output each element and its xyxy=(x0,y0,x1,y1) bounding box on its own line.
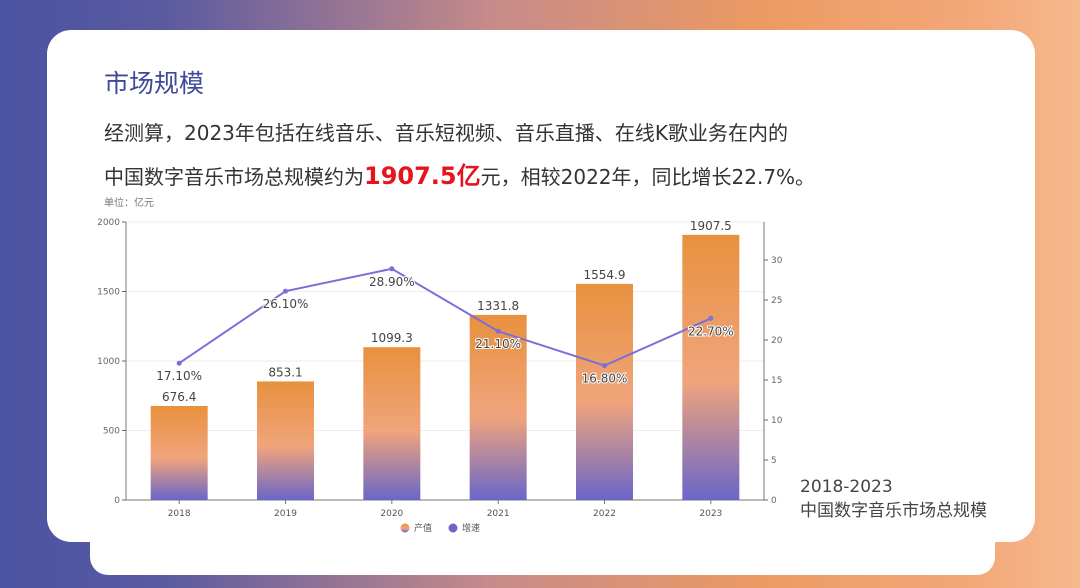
growth-point-2020 xyxy=(389,266,395,272)
growth-point-2018 xyxy=(176,360,182,366)
bar-2020 xyxy=(363,347,421,500)
bar-label: 1554.9 xyxy=(584,268,626,282)
growth-label: 26.10% xyxy=(263,297,309,311)
growth-point-2023 xyxy=(708,315,714,321)
bar-label: 1099.3 xyxy=(371,331,413,345)
x-tick-label: 2022 xyxy=(593,509,616,519)
page-title: 市场规模 xyxy=(104,69,205,98)
desc-highlight: 1907.5亿 xyxy=(364,162,481,190)
growth-label: 22.70% xyxy=(688,324,734,338)
legend-bar-icon xyxy=(400,523,410,533)
desc-post: 元，相较2022年，同比增长22.7%。 xyxy=(480,165,816,189)
growth-point-2021 xyxy=(495,328,501,334)
bar-label: 676.4 xyxy=(162,390,196,404)
left-tick-label: 1000 xyxy=(97,357,120,367)
x-tick-label: 2023 xyxy=(699,509,722,519)
bar-2018 xyxy=(150,405,208,500)
growth-label: 16.80% xyxy=(582,372,628,386)
bar-2022 xyxy=(576,283,633,500)
left-tick-label: 2000 xyxy=(97,218,120,228)
card xyxy=(47,30,1035,542)
growth-point-2019 xyxy=(283,288,288,294)
right-tick-label: 20 xyxy=(771,336,783,346)
right-tick-label: 15 xyxy=(771,376,782,386)
x-tick-label: 2021 xyxy=(487,509,510,519)
bar-label: 853.1 xyxy=(268,365,302,379)
growth-line xyxy=(178,267,712,367)
bar-label: 1907.5 xyxy=(690,219,732,233)
x-tick-label: 2018 xyxy=(168,509,191,519)
growth-label: 21.10% xyxy=(475,337,521,351)
side-caption: 2018-2023 中国数字音乐市场总规模 xyxy=(800,475,987,523)
legend-bar-label: 产值 xyxy=(414,522,432,534)
side-caption-years: 2018-2023 xyxy=(800,477,893,497)
unit-label: 单位：亿元 xyxy=(104,198,154,209)
growth-point-2022 xyxy=(602,363,607,369)
right-tick-label: 10 xyxy=(771,416,783,426)
growth-label: 28.90% xyxy=(369,275,415,289)
right-tick-label: 5 xyxy=(771,456,777,466)
left-tick-label: 0 xyxy=(114,496,120,506)
bar-2023 xyxy=(682,234,740,501)
desc-pre: 中国数字音乐市场总规模约为 xyxy=(104,165,364,189)
legend-line-label: 增速 xyxy=(462,522,480,534)
bar-2019 xyxy=(257,381,314,500)
growth-label: 17.10% xyxy=(156,369,202,383)
right-tick-label: 0 xyxy=(771,496,777,506)
x-tick-label: 2020 xyxy=(380,509,403,519)
legend-line-icon xyxy=(448,523,458,533)
bar-label: 1331.8 xyxy=(477,299,519,313)
left-tick-label: 1500 xyxy=(97,288,120,298)
bar-2021 xyxy=(469,314,527,500)
description-line2: 中国数字音乐市场总规模约为1907.5亿元，相较2022年，同比增长22.7%。 xyxy=(104,156,815,191)
right-tick-label: 30 xyxy=(771,256,783,266)
x-tick-label: 2019 xyxy=(274,509,297,519)
description-line1: 经测算，2023年包括在线音乐、音乐短视频、音乐直播、在线K歌业务在内的 xyxy=(104,121,789,145)
left-tick-label: 500 xyxy=(103,427,120,437)
right-tick-label: 25 xyxy=(771,296,782,306)
side-caption-title: 中国数字音乐市场总规模 xyxy=(800,501,987,521)
